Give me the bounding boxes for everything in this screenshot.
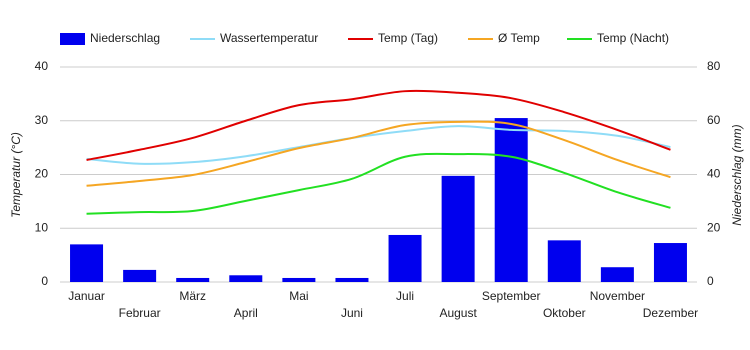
bar [547, 240, 581, 282]
bar [653, 243, 687, 282]
line [86, 152, 671, 215]
legend-label: Niederschlag [90, 31, 160, 45]
legend-label: Ø Temp [498, 31, 540, 45]
line [86, 120, 671, 187]
x-tick-label: Januar [68, 289, 105, 303]
y2-tick-label: 20 [707, 220, 721, 234]
legend-label: Temp (Tag) [378, 31, 438, 45]
y-axis-title: Temperatur (°C) [9, 132, 23, 218]
x-tick-label: September [482, 289, 541, 303]
x-tick-label: Juli [396, 289, 414, 303]
line [86, 125, 671, 165]
x-tick-label: Juni [341, 306, 363, 320]
legend-marker [60, 33, 85, 45]
bar [441, 175, 475, 282]
bar [229, 275, 263, 282]
y-tick-label: 20 [35, 167, 49, 181]
bar [335, 277, 369, 282]
y-tick-label: 40 [35, 59, 49, 73]
bar [123, 269, 157, 282]
x-tick-label: Mai [289, 289, 308, 303]
y2-tick-label: 0 [707, 274, 714, 288]
y-tick-label: 30 [35, 113, 49, 127]
x-tick-label: April [234, 306, 258, 320]
x-tick-label: März [179, 289, 206, 303]
legend-label: Temp (Nacht) [597, 31, 669, 45]
y-tick-label: 10 [35, 220, 49, 234]
bar [70, 244, 104, 282]
x-tick-label: Oktober [543, 306, 586, 320]
bar [388, 234, 422, 282]
bar [600, 267, 634, 282]
bar [494, 118, 528, 282]
x-tick-label: November [590, 289, 645, 303]
bar [176, 277, 210, 282]
y-tick-label: 0 [41, 274, 48, 288]
y2-tick-label: 40 [707, 167, 721, 181]
x-tick-label: Februar [119, 306, 161, 320]
bar [282, 277, 316, 282]
line [86, 89, 671, 161]
y2-axis-title: Niederschlag (mm) [730, 124, 744, 225]
legend-label: Wassertemperatur [220, 31, 318, 45]
x-tick-label: August [439, 306, 477, 320]
x-tick-label: Dezember [643, 306, 698, 320]
y2-tick-label: 80 [707, 59, 721, 73]
y2-tick-label: 60 [707, 113, 721, 127]
